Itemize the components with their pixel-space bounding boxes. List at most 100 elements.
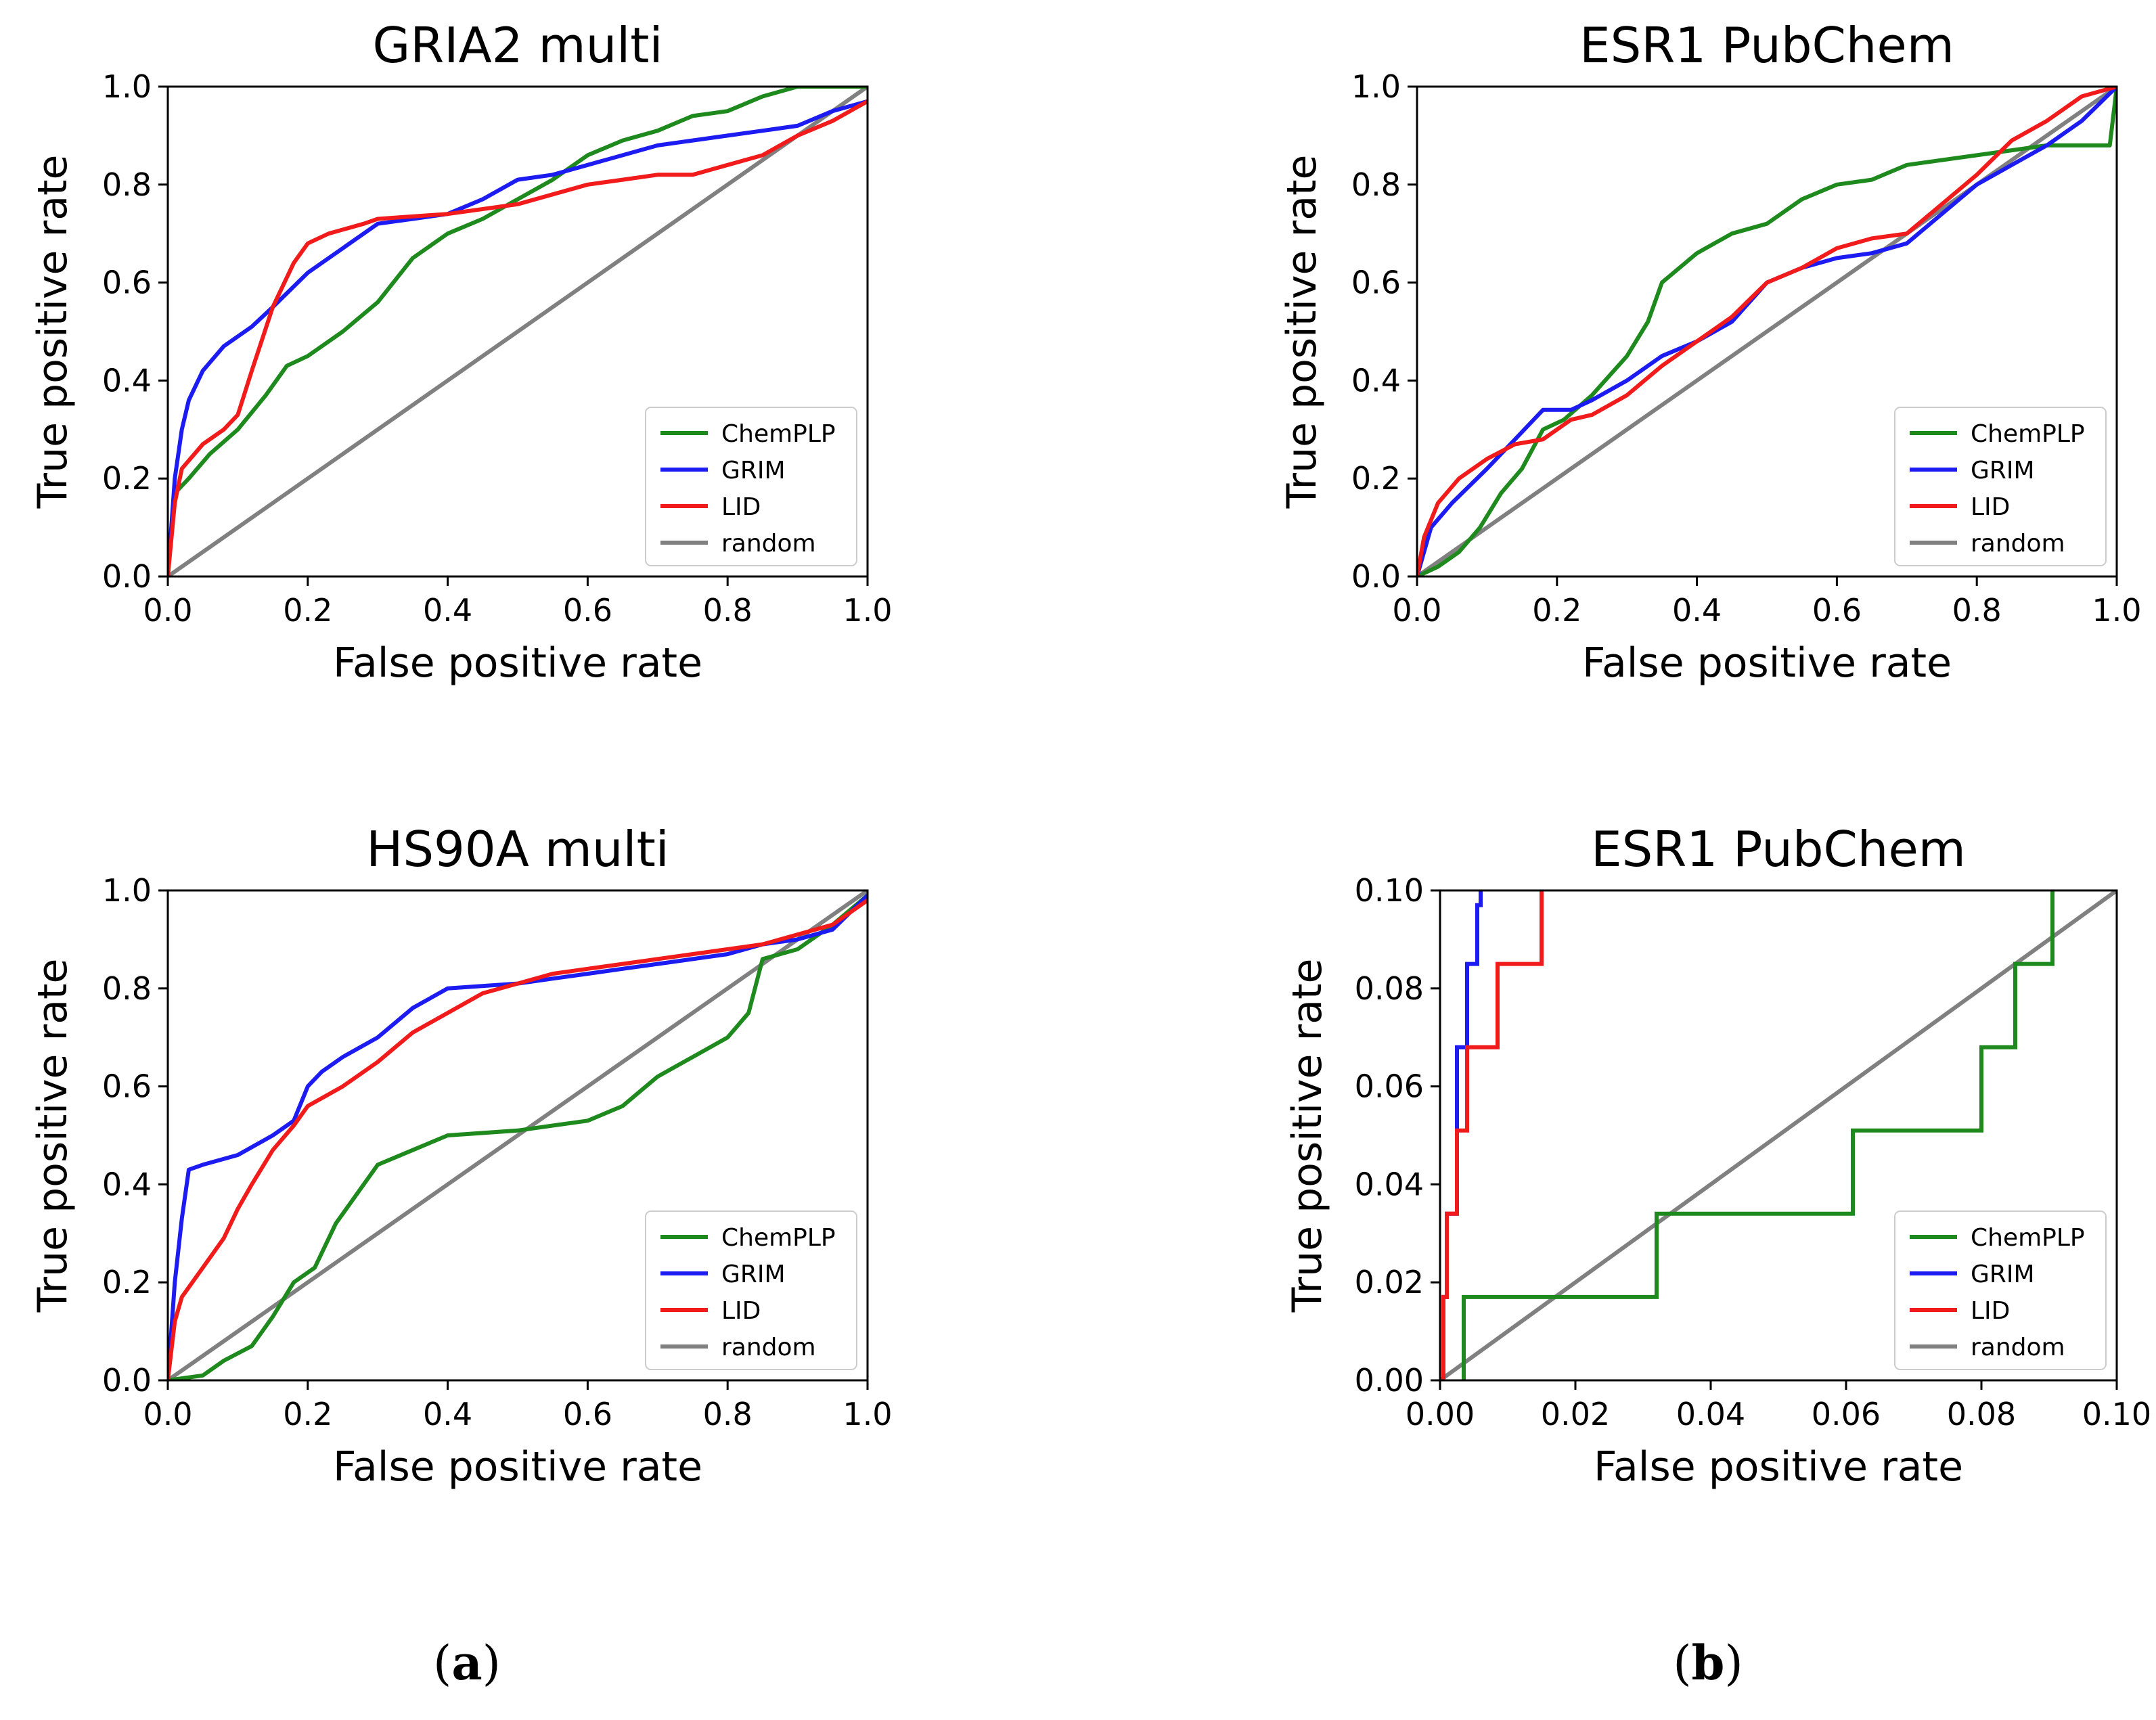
legend-label-grim: GRIM [721, 457, 786, 484]
series-group [168, 890, 868, 1380]
series-line-chemplp [1417, 87, 2117, 576]
x-tick-label: 0.08 [1947, 1396, 2016, 1432]
legend-box [1894, 1210, 2107, 1370]
x-tick-label: 0.8 [703, 592, 753, 629]
y-tick-label: 0.8 [1351, 166, 1401, 203]
legend-label-random: random [721, 530, 816, 558]
x-tick-label: 1.0 [843, 592, 892, 629]
y-tick-label: 1.0 [102, 68, 152, 105]
x-tick-label: 0.2 [1532, 592, 1581, 629]
y-tick-label: 0.2 [102, 460, 152, 497]
x-tick-label: 0.2 [283, 1396, 332, 1432]
legend-label-chemplp: ChemPLP [721, 420, 836, 448]
legend-box [645, 407, 857, 566]
y-tick-label: 1.0 [102, 872, 152, 909]
x-tick-label: 0.4 [423, 1396, 472, 1432]
x-tick-label: 0.0 [143, 1396, 192, 1432]
y-tick-label: 0.6 [102, 1068, 152, 1105]
y-tick-label: 1.0 [1351, 68, 1401, 105]
x-tick-label: 0.02 [1541, 1396, 1610, 1432]
plot-frame [1439, 889, 2118, 1382]
chart-panels: GRIA2 multi 0.0 0.2 0.4 0.6 0.8 1.0 0.0 0.2 0.4 0.… [29, 17, 2151, 1491]
x-axis-label: False positive rate [333, 639, 702, 687]
series-line-random [168, 87, 868, 576]
y-tick-label: 0.2 [1351, 460, 1401, 497]
x-tick-label: 0.0 [1392, 592, 1441, 629]
y-axis-label: True positive rate [29, 959, 76, 1313]
y-tick-label: 0.4 [102, 362, 152, 399]
x-axis-label: False positive rate [1582, 639, 1952, 687]
chart-title: ESR1 PubChem [1579, 17, 1954, 74]
series-line-lid [168, 899, 868, 1380]
legend-box [1894, 407, 2107, 566]
legend: ChemPLP GRIM LID random [1894, 407, 2107, 566]
x-tick-label: 0.6 [1812, 592, 1862, 629]
y-tick-label: 0.10 [1355, 872, 1424, 909]
y-tick-label: 0.00 [1355, 1362, 1424, 1399]
caption-b: (b) [1673, 1635, 1743, 1691]
x-tick-label: 0.04 [1676, 1396, 1745, 1432]
y-tick-label: 0.4 [1351, 362, 1401, 399]
chart-panel-3: HS90A multi 0.0 0.2 0.4 0.6 0.8 1.0 0.0 0.2 0.4 0.… [29, 821, 893, 1491]
x-tick-label: 0.8 [703, 1396, 753, 1432]
y-tick-label: 0.8 [102, 970, 152, 1007]
legend: ChemPLP GRIM LID random [1894, 1210, 2107, 1370]
y-tick-label: 0.2 [102, 1264, 152, 1300]
y-axis-label: True positive rate [1278, 155, 1326, 510]
x-tick-label: 0.6 [563, 592, 612, 629]
chart-panel-2: ESR1 PubChem 0.0 0.2 0.4 0.6 0.8 1.0 0.0 0.2 0.4 0… [1278, 17, 2142, 687]
legend-label-lid: LID [721, 493, 761, 521]
y-tick-label: 0.08 [1355, 970, 1424, 1007]
y-tick-label: 0.04 [1355, 1166, 1424, 1202]
chart-title: ESR1 PubChem [1591, 821, 1966, 878]
y-axis-label: True positive rate [29, 155, 76, 510]
x-axis-label: False positive rate [1594, 1443, 1963, 1491]
y-tick-label: 0.6 [102, 265, 152, 301]
x-tick-label: 0.00 [1406, 1396, 1475, 1432]
series-line-grim [168, 894, 868, 1380]
plot-frame [166, 889, 869, 1382]
legend: ChemPLP GRIM LID random [645, 407, 857, 566]
y-tick-label: 0.0 [102, 1362, 152, 1399]
y-tick-label: 0.0 [1351, 558, 1401, 595]
y-tick-label: 0.6 [1351, 265, 1401, 301]
x-tick-label: 0.6 [563, 1396, 612, 1432]
legend-label-chemplp: ChemPLP [721, 1224, 836, 1252]
x-tick-label: 0.06 [1812, 1396, 1881, 1432]
plot-frame [166, 85, 869, 578]
legend-label-grim: GRIM [1971, 1261, 2035, 1288]
legend-label-random: random [1971, 530, 2065, 558]
series-line-lid [1417, 87, 2117, 576]
series-line-chemplp [1462, 890, 2054, 1380]
legend-box [645, 1210, 857, 1370]
legend-label-lid: LID [721, 1297, 761, 1325]
x-axis-label: False positive rate [333, 1443, 702, 1491]
x-tick-label: 0.8 [1952, 592, 2002, 629]
legend-label-random: random [1971, 1334, 2065, 1361]
legend-label-random: random [721, 1334, 816, 1361]
x-tick-label: 1.0 [2092, 592, 2141, 629]
chart-panel-4: ESR1 PubChem 0.00 0.02 0.04 0.06 0.08 0.10 0.00… [1284, 821, 2151, 1491]
y-tick-label: 0.0 [102, 558, 152, 595]
y-tick-label: 0.8 [102, 166, 152, 203]
legend-label-grim: GRIM [721, 1261, 786, 1288]
y-tick-label: 0.02 [1355, 1264, 1424, 1300]
x-tick-label: 1.0 [843, 1396, 892, 1432]
y-axis-label: True positive rate [1284, 959, 1331, 1313]
legend-label-lid: LID [1971, 1297, 2010, 1325]
series-group [168, 87, 868, 576]
chart-title: GRIA2 multi [372, 17, 662, 74]
legend-label-grim: GRIM [1971, 457, 2035, 484]
series-group [1440, 890, 2117, 1380]
series-line-random [1417, 87, 2117, 576]
legend: ChemPLP GRIM LID random [645, 1210, 857, 1370]
legend-label-chemplp: ChemPLP [1971, 1224, 2085, 1252]
series-line-chemplp [168, 893, 868, 1380]
x-tick-label: 0.4 [1672, 592, 1722, 629]
series-line-lid [168, 99, 868, 576]
x-tick-label: 0.0 [143, 592, 192, 629]
caption-a: (a) [433, 1635, 501, 1691]
legend-label-lid: LID [1971, 493, 2010, 521]
plot-frame [1416, 85, 2118, 578]
